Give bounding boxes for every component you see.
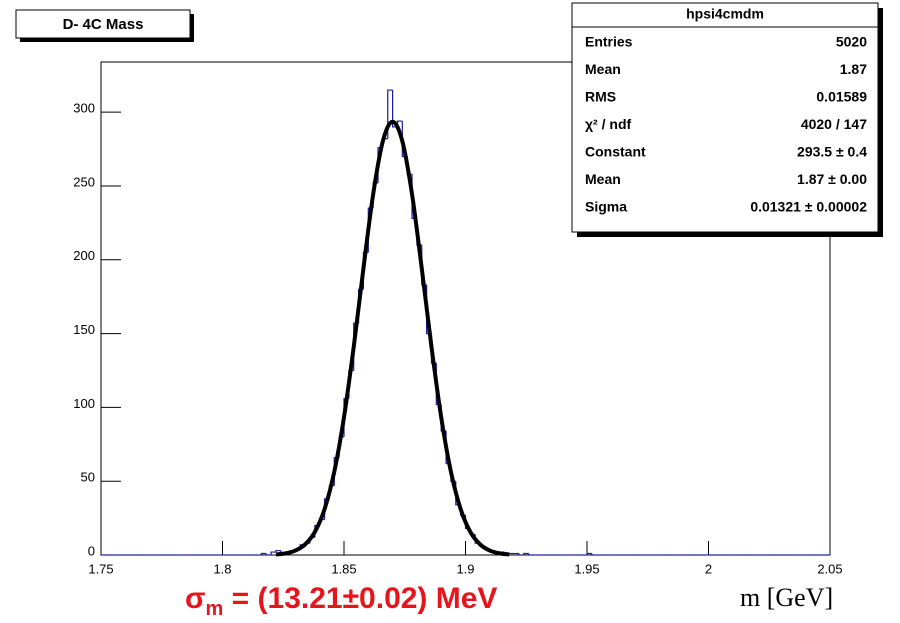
x-tick-label: 1.9 xyxy=(456,561,474,576)
histogram-bin xyxy=(387,89,393,139)
annotation: σm = (13.21±0.02) MeV xyxy=(185,582,497,620)
annotation-subscript: m xyxy=(206,598,224,620)
chart-title: D- 4C Mass xyxy=(63,16,144,33)
stats-value: 1.87 xyxy=(840,61,867,77)
annotation-text: = (13.21±0.02) MeV xyxy=(223,582,497,615)
annotation-symbol: σ xyxy=(185,582,206,615)
x-tick-label: 1.8 xyxy=(213,561,231,576)
x-axis-label: m [GeV] xyxy=(740,583,833,612)
stats-label: Constant xyxy=(585,144,646,160)
stats-label: Entries xyxy=(585,34,633,50)
y-tick-label: 100 xyxy=(73,396,95,411)
y-tick-label: 0 xyxy=(88,543,95,558)
histogram-bin xyxy=(528,553,534,556)
x-tick-label: 1.85 xyxy=(331,561,356,576)
histogram-bin xyxy=(586,552,592,555)
x-tick-label: 1.75 xyxy=(88,561,113,576)
stats-value: 1.87 ± 0.00 xyxy=(797,171,867,187)
x-tick-label: 2.05 xyxy=(817,561,842,576)
stats-value: 293.5 ± 0.4 xyxy=(797,144,867,160)
y-tick-label: 200 xyxy=(73,248,95,263)
stats-frame xyxy=(571,2,879,233)
stats-value: 0.01321 ± 0.00002 xyxy=(750,199,867,215)
stats-label: Sigma xyxy=(585,199,627,215)
y-tick-label: 300 xyxy=(73,101,95,116)
histogram-bin xyxy=(270,551,276,555)
stats-label: χ² / ndf xyxy=(585,116,631,132)
fit-curve xyxy=(275,119,510,557)
histogram-bin xyxy=(265,553,272,556)
histogram-bin xyxy=(518,553,524,556)
stats-label: RMS xyxy=(585,89,616,105)
plot-area xyxy=(100,89,831,557)
stats-label: Mean xyxy=(585,171,621,187)
stats-box: hpsi4cmdm Entries 5020 Mean 1.87 RMS 0.01589 χ… xyxy=(571,2,883,237)
histogram-bin xyxy=(275,549,281,553)
stats-label: Mean xyxy=(585,61,621,77)
histogram-bin xyxy=(523,552,529,555)
stats-value: 0.01589 xyxy=(816,89,867,105)
stats-title: hpsi4cmdm xyxy=(686,6,764,22)
histogram-bin xyxy=(591,553,597,556)
stats-value: 5020 xyxy=(836,34,867,50)
x-tick-label: 1.95 xyxy=(574,561,599,576)
y-tick-label: 50 xyxy=(81,470,95,485)
y-tick-label: 250 xyxy=(73,174,95,189)
stats-value: 4020 / 147 xyxy=(801,116,867,132)
y-tick-label: 150 xyxy=(73,322,95,337)
x-tick-label: 2 xyxy=(705,561,712,576)
title-box xyxy=(15,9,191,39)
histogram-bin xyxy=(260,552,267,555)
